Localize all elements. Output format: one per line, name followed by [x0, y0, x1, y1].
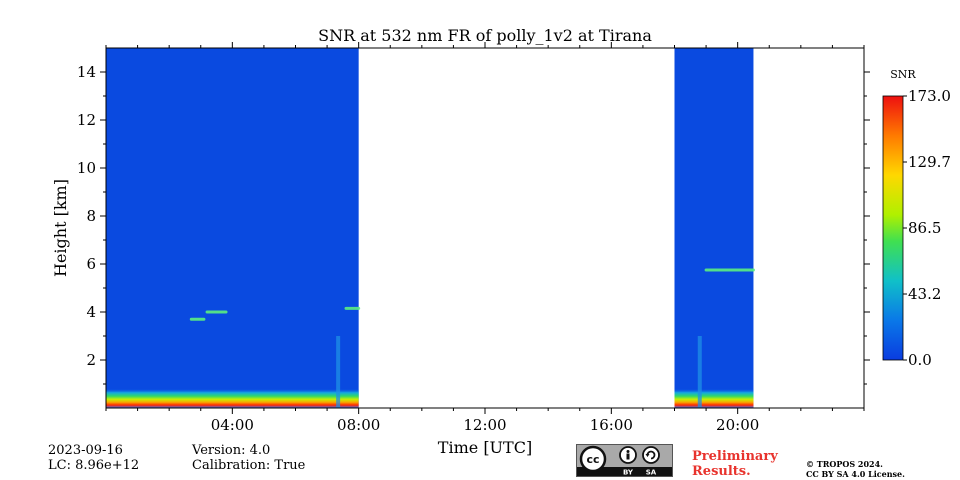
colorbar-label: SNR [890, 68, 916, 81]
svg-text:cc: cc [586, 453, 599, 466]
cc-icon [579, 445, 607, 473]
sa-sharealike-icon [642, 446, 660, 464]
y-axis-label: Height [km] [51, 179, 70, 277]
data-segment-1 [674, 48, 754, 408]
x-tick-label-16: 16:00 [590, 416, 633, 434]
x-tick-label-4: 04:00 [211, 416, 254, 434]
data-segment-0 [106, 48, 359, 408]
y-tick-label-4: 4 [86, 303, 96, 321]
colorbar-tick-label-4: 173.0 [908, 87, 951, 105]
x-axis-label: Time [UTC] [438, 438, 532, 457]
x-tick-label-20: 20:00 [716, 416, 759, 434]
y-tick-label-8: 8 [86, 207, 96, 225]
surface-layer-1 [674, 388, 754, 408]
colorbar-tick-label-0: 0.0 [908, 351, 932, 369]
x-tick-label-8: 08:00 [337, 416, 380, 434]
preliminary-label-line2: Results. [692, 464, 751, 479]
copyright-line1: © TROPOS 2024. [806, 459, 883, 469]
colorbar-tick-label-1: 43.2 [908, 285, 941, 303]
preliminary-label-line1: Preliminary [692, 449, 778, 464]
y-tick-label-2: 2 [86, 351, 96, 369]
colorbar-tick-label-3: 129.7 [908, 153, 951, 171]
colorbar-tick-label-2: 86.5 [908, 219, 941, 237]
y-tick-label-6: 6 [86, 255, 96, 273]
cc-license-badge: cc BY SA [576, 444, 673, 477]
footer-version: Version: 4.0 [192, 443, 271, 458]
footer-lc: LC: 8.96e+12 [48, 458, 140, 473]
colorbar [882, 95, 904, 361]
y-tick-label-14: 14 [77, 63, 96, 81]
footer-calibration: Calibration: True [192, 458, 306, 473]
surface-layer-0 [106, 388, 359, 408]
y-tick-label-10: 10 [77, 159, 96, 177]
chart-title: SNR at 532 nm FR of polly_1v2 at Tirana [318, 26, 652, 45]
y-tick-label-12: 12 [77, 111, 96, 129]
x-tick-label-12: 12:00 [463, 416, 506, 434]
copyright-line2: CC BY SA 4.0 License. [806, 469, 905, 479]
footer-date: 2023-09-16 [48, 443, 123, 458]
cc-sa-text: SA [646, 469, 657, 477]
cc-by-text: BY [623, 469, 634, 477]
